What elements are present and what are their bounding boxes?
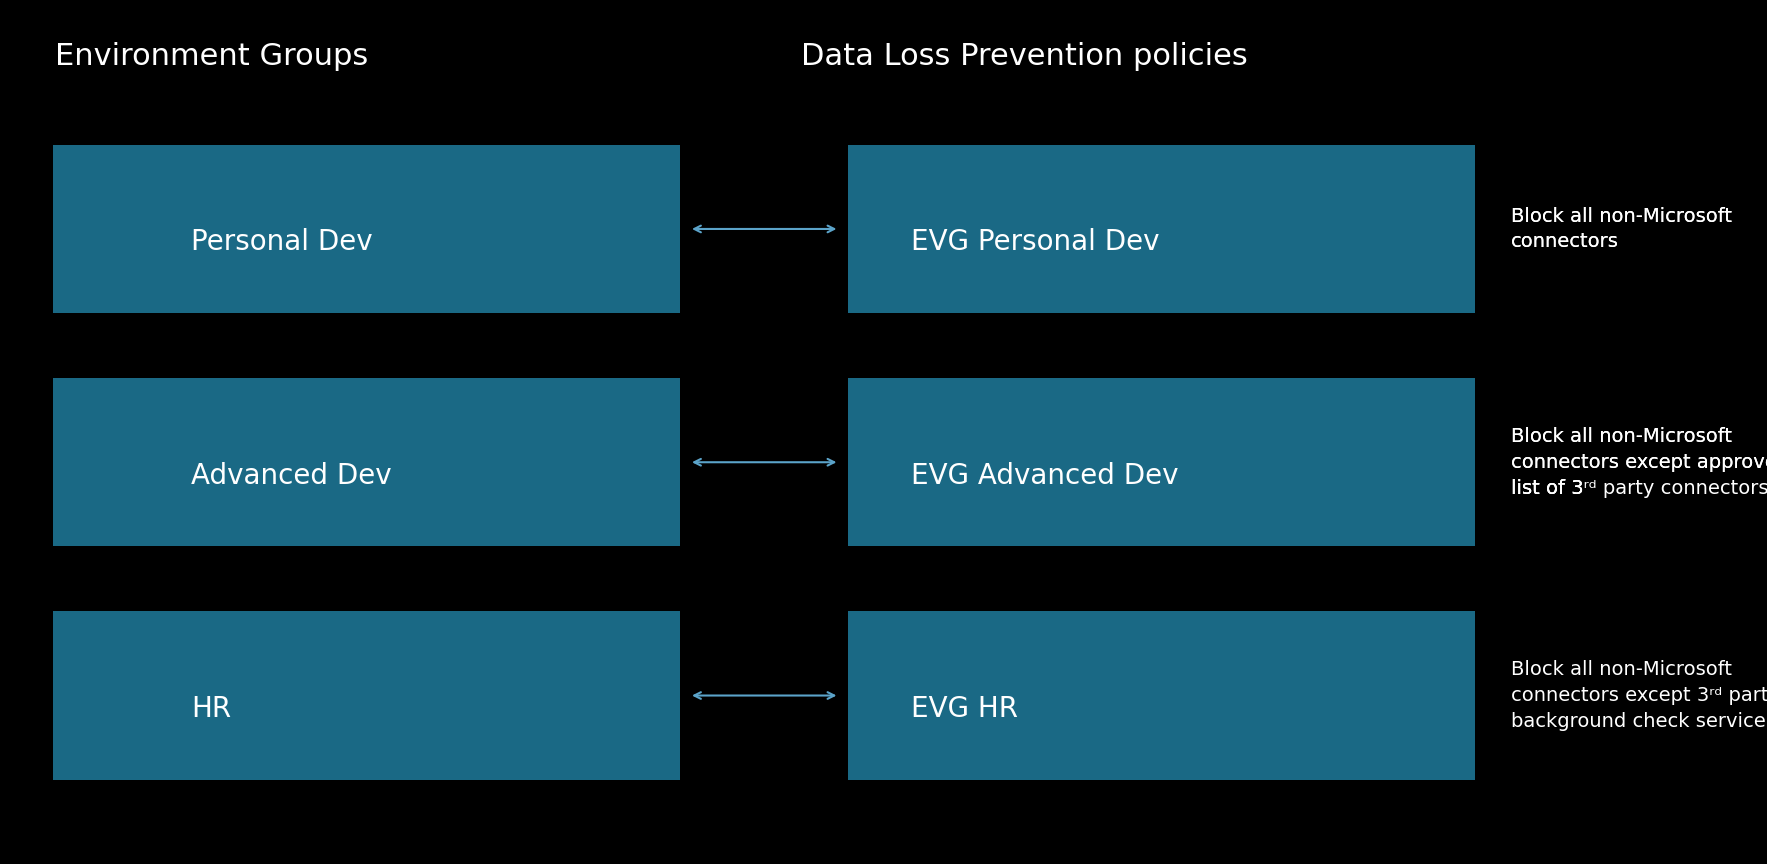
Text: EVG HR: EVG HR (912, 695, 1018, 723)
Text: list of 3ʳᵈ party connectors: list of 3ʳᵈ party connectors (1511, 479, 1767, 498)
Text: Environment Groups: Environment Groups (55, 41, 369, 71)
Text: Block all non-Microsoft: Block all non-Microsoft (1511, 427, 1732, 446)
Text: connectors except 3ʳᵈ party: connectors except 3ʳᵈ party (1511, 686, 1767, 705)
Text: connectors: connectors (1511, 232, 1619, 251)
Text: Advanced Dev: Advanced Dev (191, 461, 392, 490)
Text: connectors except approved: connectors except approved (1511, 453, 1767, 472)
Text: list of 3rd party connectors: list of 3rd party connectors (1511, 479, 1767, 498)
Text: background check service: background check service (1511, 712, 1765, 731)
Bar (53, 145, 680, 314)
Bar (53, 378, 680, 546)
Bar (53, 612, 680, 779)
Text: Block all non-Microsoft: Block all non-Microsoft (1511, 207, 1732, 226)
Text: HR: HR (191, 695, 231, 723)
Bar (848, 378, 1475, 546)
Text: connectors except approved: connectors except approved (1511, 453, 1767, 472)
Text: list of 3: list of 3 (1511, 479, 1583, 498)
Text: Personal Dev: Personal Dev (191, 228, 373, 257)
Bar (848, 145, 1475, 314)
Bar (848, 612, 1475, 779)
Text: Block all non-Microsoft: Block all non-Microsoft (1511, 206, 1732, 226)
Text: EVG Personal Dev: EVG Personal Dev (912, 228, 1159, 257)
Text: EVG Advanced Dev: EVG Advanced Dev (912, 461, 1179, 490)
Text: connectors: connectors (1511, 232, 1619, 251)
Text: Data Loss Prevention policies: Data Loss Prevention policies (802, 41, 1248, 71)
Text: list of 3: list of 3 (1511, 479, 1583, 498)
Text: Block all non-Microsoft: Block all non-Microsoft (1511, 660, 1732, 679)
Text: Block all non-Microsoft: Block all non-Microsoft (1511, 427, 1732, 446)
